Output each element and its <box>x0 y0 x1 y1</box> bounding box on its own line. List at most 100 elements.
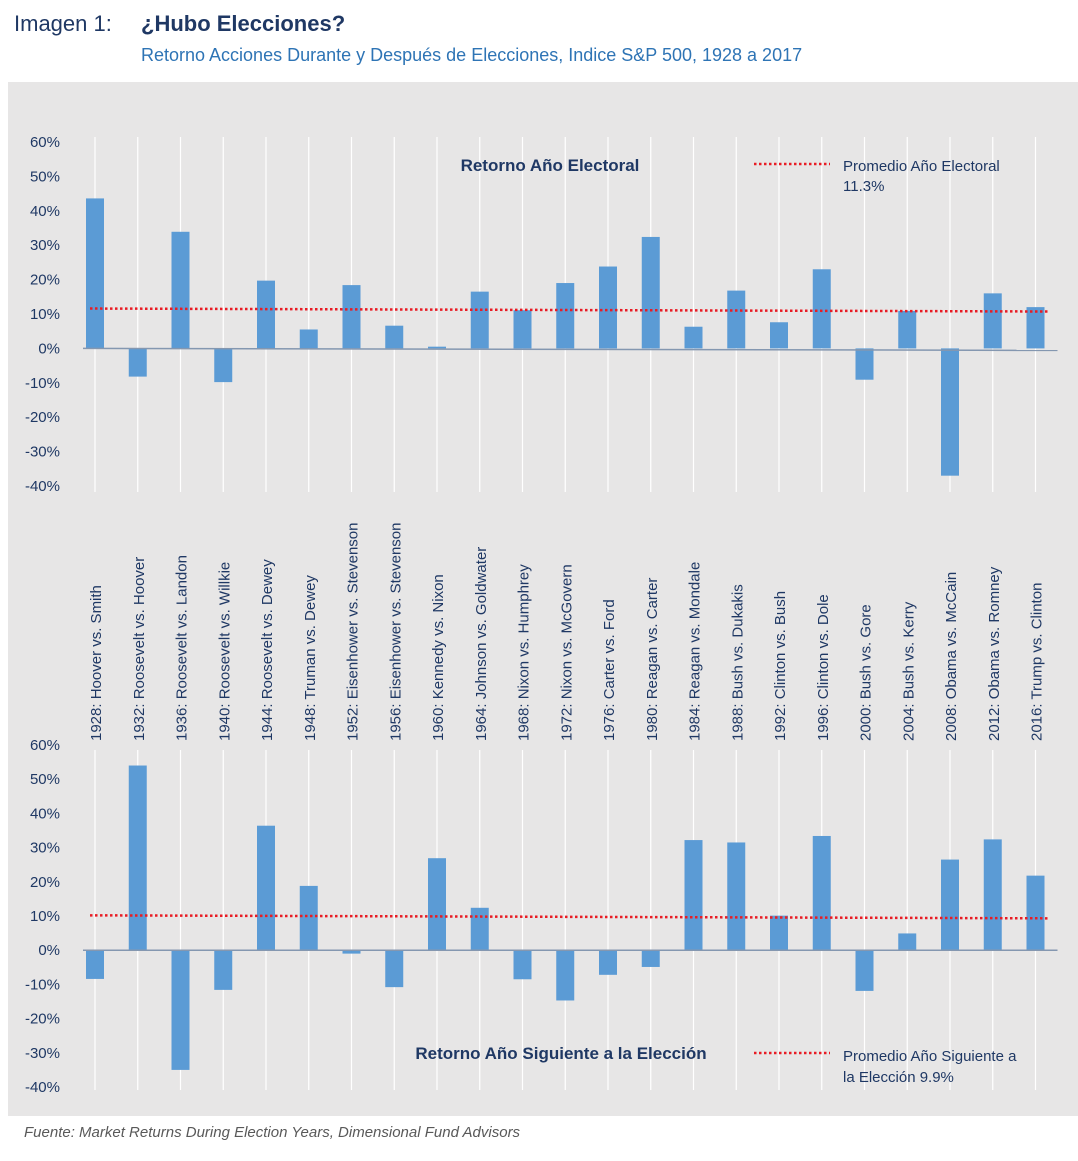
y-tick-label: 40% <box>30 203 60 220</box>
bar <box>983 293 1002 349</box>
y-tick-label: 20% <box>30 272 60 289</box>
category-label: 1992: Clinton vs. Bush <box>772 591 789 741</box>
header: Imagen 1: ¿Hubo Elecciones? Retorno Acci… <box>0 0 1078 80</box>
bar <box>513 950 532 980</box>
legend-label: Promedio Año Siguiente a <box>843 1048 1017 1065</box>
category-label: 1964: Johnson vs. Goldwater <box>473 547 490 741</box>
y-tick-label: -40% <box>25 478 60 495</box>
category-label: 1936: Roosevelt vs. Landon <box>174 555 191 741</box>
y-tick-label: 20% <box>30 874 60 891</box>
chart-1: 60% 50% 40% 30% 20% 10% 0% -10% -20% -30% -40% Reto… <box>25 134 1058 495</box>
category-label: 1948: Truman vs. Dewey <box>302 575 319 741</box>
bar <box>941 859 959 951</box>
bar <box>1026 875 1045 951</box>
category-label: 1988: Bush vs. Dukakis <box>729 584 746 741</box>
election-charts: 60% 50% 40% 30% 20% 10% 0% -10% -20% -30% -40% Reto… <box>25 134 1058 1096</box>
bar <box>86 950 104 979</box>
y-tick-label: 0% <box>38 340 60 357</box>
bar <box>599 266 617 349</box>
category-label: 1960: Kennedy vs. Nixon <box>430 574 447 741</box>
bar <box>1026 307 1045 349</box>
bar <box>470 291 489 349</box>
bar <box>770 915 788 951</box>
bar <box>299 329 318 349</box>
legend-label-line2: la Elección 9.9% <box>843 1069 954 1086</box>
bar <box>299 885 318 951</box>
category-label: 1972: Nixon vs. McGovern <box>558 564 575 741</box>
bar <box>556 950 575 1001</box>
y-tick-label: 10% <box>30 306 60 323</box>
chart-title: Retorno Año Siguiente a la Elección <box>415 1044 706 1063</box>
bar <box>855 950 874 991</box>
bar <box>513 310 532 349</box>
y-tick-label: 0% <box>38 942 60 959</box>
y-tick-label: 10% <box>30 908 60 925</box>
bar <box>898 310 917 349</box>
bar <box>257 825 275 951</box>
zero-axis <box>82 347 1058 352</box>
category-label: 1932: Roosevelt vs. Hoover <box>131 557 148 741</box>
y-tick-label: 30% <box>30 840 60 857</box>
y-tick-label: -10% <box>25 976 60 993</box>
chart-title: Retorno Año Electoral <box>461 156 640 175</box>
chart-panel: 60% 50% 40% 30% 20% 10% 0% -10% -20% -30% -40% Reto… <box>8 82 1078 1116</box>
y-tick-label: 50% <box>30 771 60 788</box>
category-label: 1940: Roosevelt vs. Willkie <box>216 562 233 741</box>
bar <box>727 290 746 349</box>
bar <box>770 322 788 349</box>
bar <box>428 858 446 951</box>
bar <box>470 907 489 951</box>
y-tick-label: -10% <box>25 375 60 392</box>
bar <box>214 348 233 383</box>
bar <box>385 950 404 988</box>
bar <box>128 348 147 377</box>
category-label: 2012: Obama vs. Romney <box>986 566 1003 741</box>
bar <box>385 325 404 349</box>
category-label: 1952: Eisenhower vs. Stevenson <box>345 523 362 741</box>
bar <box>428 346 446 349</box>
category-label: 1956: Eisenhower vs. Stevenson <box>387 523 404 741</box>
bar <box>941 348 959 476</box>
bar <box>812 835 831 951</box>
legend-value: 11.3% <box>843 178 884 195</box>
bar <box>171 950 190 1070</box>
figure-subtitle: Retorno Acciones Durante y Después de El… <box>141 45 803 65</box>
bar <box>257 280 275 349</box>
bar <box>342 285 361 349</box>
y-tick-label: 60% <box>30 134 60 151</box>
bar <box>855 348 874 380</box>
y-tick-label: -30% <box>25 444 60 461</box>
category-label: 2016: Trump vs. Clinton <box>1029 583 1046 741</box>
bar <box>171 231 190 349</box>
chart-2: 60% 50% 40% 30% 20% 10% 0% -10% -20% -30% -40% Reto… <box>25 737 1058 1096</box>
y-tick-label: 30% <box>30 237 60 254</box>
bar <box>128 765 147 951</box>
category-label: 1984: Reagan vs. Mondale <box>687 562 704 741</box>
y-tick-label: 50% <box>30 168 60 185</box>
category-label: 1968: Nixon vs. Humphrey <box>516 564 533 741</box>
bar <box>684 840 703 951</box>
y-tick-label: -40% <box>25 1079 60 1096</box>
y-tick-label: 40% <box>30 805 60 822</box>
y-tick-label: -20% <box>25 409 60 426</box>
figure-label: Imagen 1: <box>14 11 112 36</box>
figure-title: ¿Hubo Elecciones? <box>141 11 346 36</box>
bar <box>983 839 1002 951</box>
category-label: 2000: Bush vs. Gore <box>858 604 875 741</box>
category-label: 1944: Roosevelt vs. Dewey <box>259 559 276 741</box>
legend-label: Promedio Año Electoral <box>843 158 1000 175</box>
bar <box>898 933 917 951</box>
bar <box>727 842 746 951</box>
bar <box>641 950 660 967</box>
source-note: Fuente: Market Returns During Election Y… <box>24 1124 521 1141</box>
bar <box>812 269 831 349</box>
average-line <box>89 914 1050 920</box>
y-tick-label: -20% <box>25 1011 60 1028</box>
bar <box>214 950 233 990</box>
bar <box>342 950 361 954</box>
category-label: 2004: Bush vs. Kerry <box>900 601 917 741</box>
bar <box>556 283 575 349</box>
bar <box>641 236 660 349</box>
category-label: 2008: Obama vs. McCain <box>943 572 960 741</box>
bar <box>599 950 617 975</box>
